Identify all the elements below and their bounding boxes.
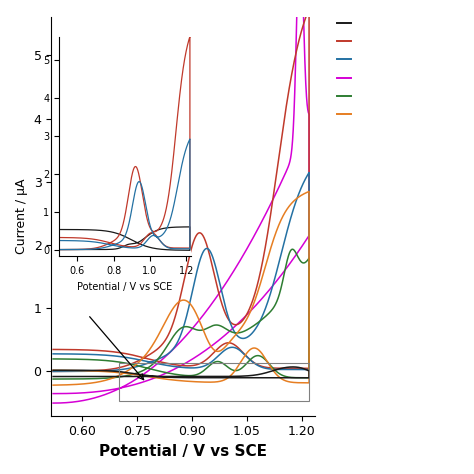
X-axis label: Potential / V vs SCE: Potential / V vs SCE bbox=[99, 444, 267, 459]
Legend: , , , , , : , , , , , bbox=[333, 14, 362, 123]
Bar bbox=[119, 363, 309, 401]
Y-axis label: Current / μA: Current / μA bbox=[15, 179, 28, 255]
